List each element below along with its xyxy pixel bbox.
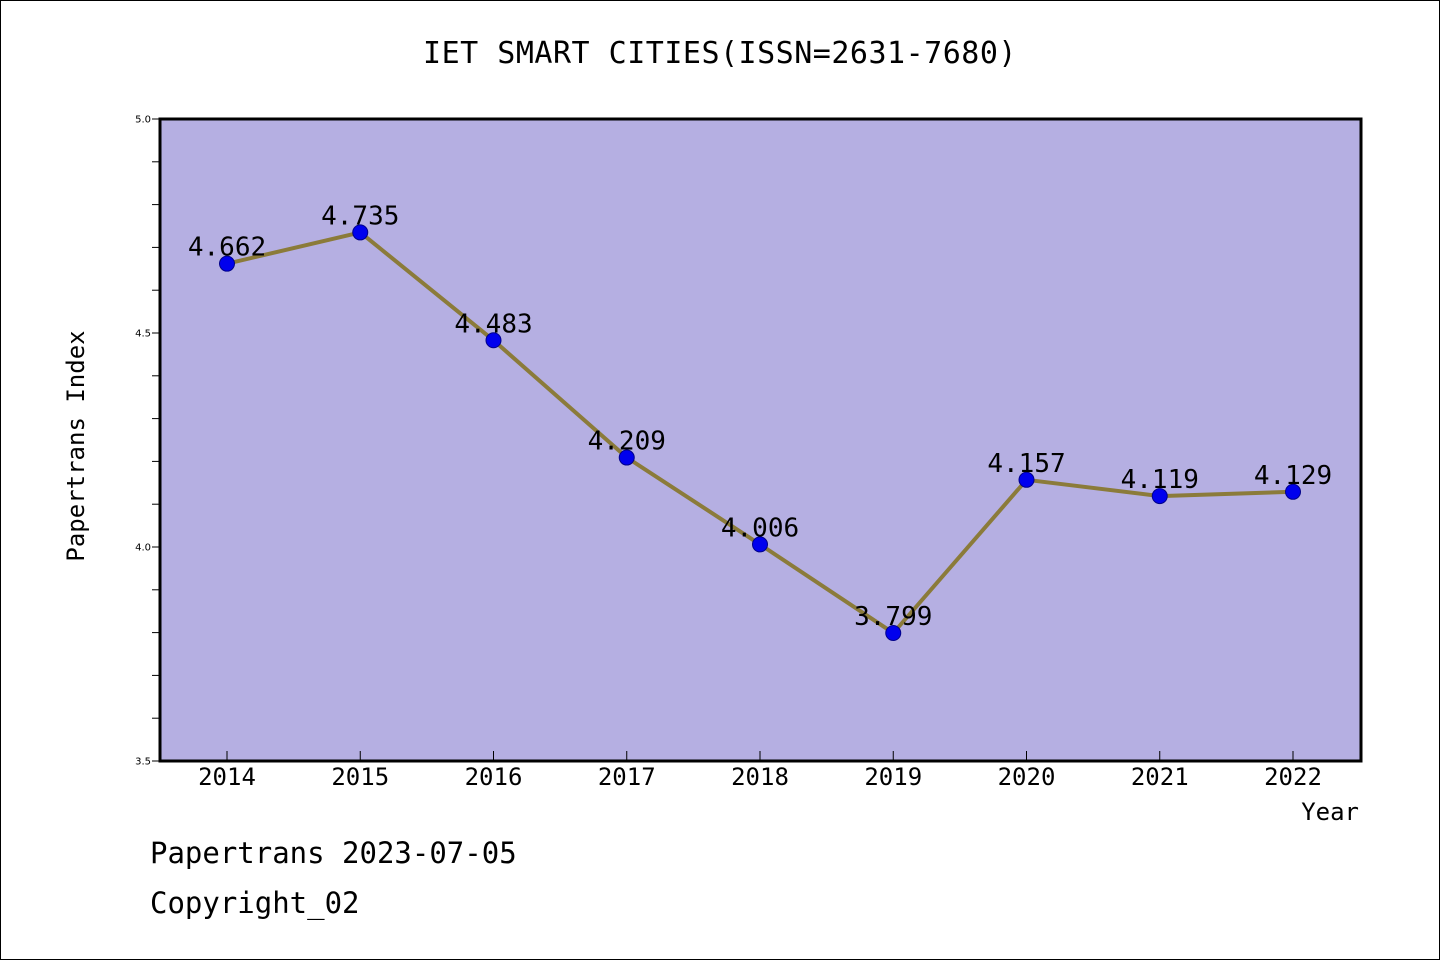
y-axis-ticks: 3.5 4.0 4.5 5.0 xyxy=(135,115,160,768)
data-label: 4.006 xyxy=(721,513,799,543)
data-labels: 4.662 4.735 4.483 4.209 4.006 3.799 4.157 4.119… xyxy=(188,201,1332,632)
data-label: 4.735 xyxy=(321,201,399,231)
data-label: 4.662 xyxy=(188,233,266,263)
data-point xyxy=(885,625,902,642)
data-label: 4.209 xyxy=(588,427,666,457)
data-point xyxy=(219,255,235,272)
x-tick-label: 2014 xyxy=(198,763,256,791)
data-label: 3.799 xyxy=(854,602,932,632)
x-axis-ticks: 2014 2015 2016 2017 2018 2019 2020 2021 2022 xyxy=(198,751,1322,791)
data-point xyxy=(618,449,635,466)
y-tick-label: 5.0 xyxy=(135,115,151,126)
x-axis-label: Year xyxy=(1301,798,1359,826)
footer-date: Papertrans 2023-07-05 xyxy=(150,836,517,870)
data-point xyxy=(485,332,502,349)
x-tick-label: 2020 xyxy=(998,763,1056,791)
data-label: 4.129 xyxy=(1254,461,1332,491)
x-tick-label: 2015 xyxy=(331,763,389,791)
footer-copyright: Copyright_02 xyxy=(150,886,360,920)
x-tick-label: 2022 xyxy=(1264,763,1322,791)
y-tick-label: 4.0 xyxy=(135,543,151,554)
data-point xyxy=(752,536,768,553)
data-label: 4.119 xyxy=(1121,465,1199,495)
y-tick-label: 3.5 xyxy=(135,757,151,768)
x-tick-label: 2016 xyxy=(465,763,523,791)
x-tick-label: 2019 xyxy=(864,763,922,791)
data-point xyxy=(1018,471,1035,488)
chart-title: IET SMART CITIES(ISSN=2631-7680) xyxy=(423,36,1017,71)
data-points xyxy=(219,224,1301,642)
data-label: 4.157 xyxy=(987,449,1065,479)
x-tick-label: 2021 xyxy=(1131,763,1189,791)
x-tick-label: 2018 xyxy=(731,763,789,791)
data-point xyxy=(1151,488,1168,505)
data-label: 4.483 xyxy=(454,309,532,339)
data-point xyxy=(352,224,369,241)
y-tick-label: 4.5 xyxy=(135,329,151,340)
data-point xyxy=(1285,483,1301,500)
plot-area xyxy=(158,117,1363,763)
x-tick-label: 2017 xyxy=(598,763,656,791)
